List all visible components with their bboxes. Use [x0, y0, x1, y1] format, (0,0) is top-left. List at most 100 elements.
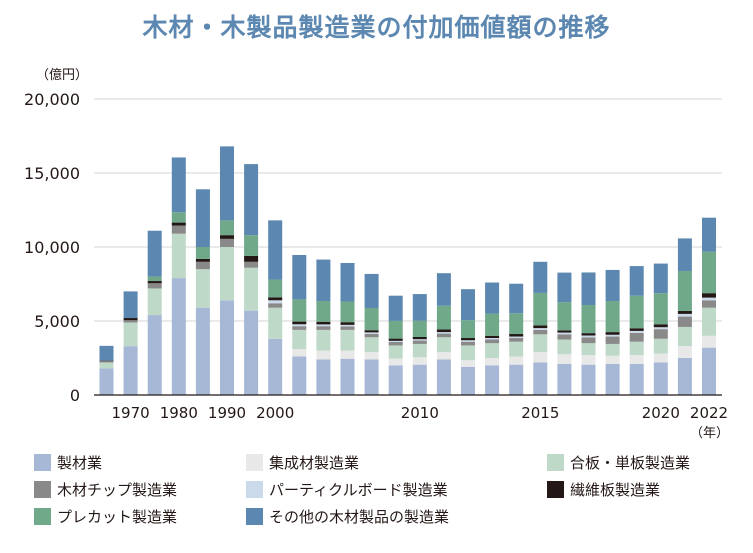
- legend-swatch: [34, 454, 51, 471]
- bar-segment: [171, 222, 186, 226]
- bar-segment: [702, 335, 716, 348]
- bar-segment: [702, 293, 716, 298]
- bar-segment: [340, 329, 355, 351]
- bar-segment: [244, 261, 259, 268]
- bar-segment: [268, 220, 283, 280]
- bar-segment: [244, 310, 259, 395]
- bar-segment: [340, 324, 355, 327]
- bar-segment: [581, 364, 596, 395]
- legend-swatch: [246, 454, 263, 471]
- y-axis-unit-label: （億円）: [36, 67, 88, 83]
- bar-segment: [629, 295, 644, 329]
- bar-segment: [436, 332, 451, 334]
- bar-segment: [461, 341, 475, 346]
- bar-segment: [629, 363, 644, 395]
- bar-segment: [244, 164, 259, 236]
- bar-segment: [171, 233, 186, 279]
- bar-segment: [99, 360, 114, 362]
- bar-segment: [412, 364, 427, 395]
- bar-segment: [220, 220, 234, 236]
- bar-segment: [412, 339, 427, 341]
- bar-segment: [340, 322, 355, 325]
- bar-segment: [461, 366, 475, 395]
- bar-segment: [485, 339, 500, 344]
- bar-segment: [557, 330, 572, 333]
- bar-segment: [412, 357, 427, 365]
- bar-segment: [123, 346, 138, 395]
- bar-segment: [533, 328, 548, 330]
- bar-segment: [195, 189, 210, 247]
- bar-segment: [485, 313, 500, 336]
- bar-segment: [412, 320, 427, 337]
- x-axis-unit-label: （年）: [690, 426, 729, 441]
- bar-segment: [147, 276, 162, 282]
- chart-title: 木材・木製品製造業の付加価値額の推移: [142, 13, 611, 42]
- bar-segment: [677, 238, 692, 271]
- legend-swatch: [246, 508, 263, 525]
- bar-segment: [364, 352, 379, 360]
- bar-segment: [99, 345, 114, 361]
- bar-segment: [653, 362, 668, 395]
- bar-segment: [147, 230, 162, 277]
- bar-segment: [629, 332, 644, 342]
- bar-segment: [653, 327, 668, 330]
- bar-segment: [605, 301, 620, 333]
- bar-segment: [677, 270, 692, 311]
- legend-item: その他の木材製品の製造業: [246, 506, 449, 527]
- gridlines: [94, 98, 722, 322]
- bar-stacks: [99, 146, 716, 395]
- bar-segment: [364, 273, 379, 308]
- bar-segment: [244, 255, 259, 262]
- bar-segment: [533, 334, 548, 353]
- bar-segment: [485, 335, 500, 339]
- bar-segment: [557, 363, 572, 395]
- bar-segment: [629, 330, 644, 333]
- bar-segment: [292, 326, 307, 330]
- bar-segment: [629, 328, 644, 331]
- bar-segment: [557, 339, 572, 355]
- bar-segment: [220, 247, 234, 301]
- y-tick-label: 10,000: [24, 238, 80, 257]
- bar-segment: [220, 238, 234, 247]
- bar-segment: [292, 299, 307, 322]
- y-tick-label: 5,000: [34, 312, 80, 331]
- bar-segment: [605, 334, 620, 337]
- bar-segment: [99, 368, 114, 395]
- bar-segment: [292, 349, 307, 357]
- bar-segment: [557, 332, 572, 335]
- legend-label: 集成材製造業: [269, 454, 360, 472]
- bar-segment: [581, 355, 596, 365]
- bar-segment: [677, 358, 692, 395]
- bar-segment: [123, 322, 138, 347]
- bar-segment: [581, 305, 596, 334]
- bar-segment: [702, 347, 716, 395]
- bar-segment: [533, 329, 548, 335]
- bar-segment: [533, 362, 548, 395]
- bar-segment: [388, 320, 403, 339]
- bar-segment: [485, 343, 500, 358]
- bar-segment: [436, 305, 451, 330]
- bar-segment: [316, 359, 331, 395]
- bar-segment: [388, 342, 403, 346]
- x-tick-label: 2020: [642, 404, 680, 422]
- bar-segment: [340, 301, 355, 323]
- x-tick-label: 1970: [112, 404, 150, 422]
- bar-segment: [316, 321, 331, 325]
- bar-segment: [316, 301, 331, 322]
- bar-segment: [268, 300, 283, 304]
- bar-segment: [581, 337, 596, 344]
- x-tick-label: 2022: [690, 404, 728, 422]
- bar-segment: [533, 261, 548, 293]
- bar-segment: [412, 340, 427, 344]
- bar-segment: [388, 295, 403, 321]
- bar-segment: [485, 365, 500, 395]
- bar-segment: [316, 326, 331, 330]
- bar-segment: [220, 146, 234, 221]
- bar-segment: [629, 341, 644, 356]
- bar-segment: [412, 343, 427, 358]
- bar-segment: [653, 353, 668, 363]
- bar-segment: [653, 263, 668, 294]
- bar-segment: [461, 345, 475, 361]
- x-tick-label: 2000: [256, 404, 294, 422]
- bar-segment: [340, 358, 355, 395]
